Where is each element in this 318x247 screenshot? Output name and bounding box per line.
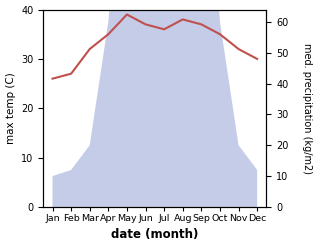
Y-axis label: med. precipitation (kg/m2): med. precipitation (kg/m2)	[302, 43, 313, 174]
Y-axis label: max temp (C): max temp (C)	[5, 72, 16, 144]
X-axis label: date (month): date (month)	[111, 228, 198, 242]
